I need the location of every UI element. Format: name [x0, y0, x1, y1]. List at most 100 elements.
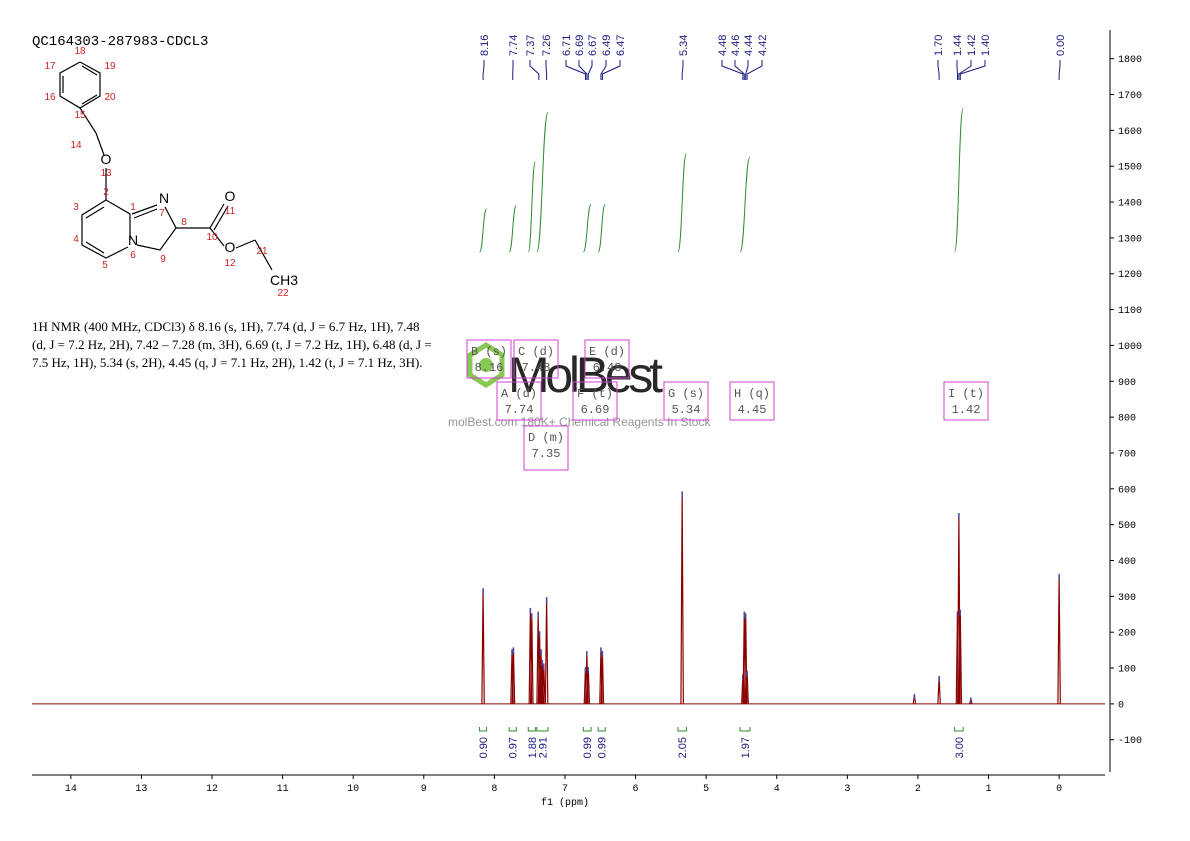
peak-label: 1.42 — [966, 35, 978, 56]
integral-curve — [508, 204, 517, 253]
peak — [1057, 574, 1061, 704]
atom-number: 10 — [206, 232, 218, 243]
peak-label-leader — [958, 60, 972, 80]
x-tick-label: 0 — [1056, 784, 1062, 795]
peak-label: 6.67 — [587, 35, 599, 56]
integral-bracket — [739, 727, 751, 732]
atom-number: 14 — [70, 140, 82, 151]
atom-number: 8 — [181, 217, 187, 228]
peak-label: 6.49 — [601, 35, 613, 56]
multiplet-box — [523, 425, 569, 471]
integral-label: 1.97 — [740, 737, 752, 758]
peak-label-leader — [721, 60, 744, 80]
peak-label: 1.70 — [933, 35, 945, 56]
multiplet-box — [663, 381, 709, 421]
peak-label: 6.71 — [561, 35, 573, 56]
integral-label: 0.99 — [597, 737, 609, 758]
y-tick-label: 1700 — [1118, 91, 1142, 102]
multiplet-box — [584, 339, 630, 379]
multiplet-shift: 8.16 — [475, 361, 504, 375]
multiplet-shift: 6.48 — [593, 361, 622, 375]
integral-curve — [597, 203, 606, 253]
peak-label-leader — [565, 60, 586, 80]
atom-number: 21 — [256, 246, 268, 257]
y-tick-label: 1500 — [1118, 163, 1142, 174]
multiplet-shift: 6.69 — [581, 403, 610, 417]
peak-label-leader — [746, 60, 763, 80]
peak-label-leader — [959, 60, 986, 80]
multiplet-shift: 1.42 — [952, 403, 981, 417]
multiplet-shift: 7.74 — [505, 403, 534, 417]
watermark-logo-dot — [479, 358, 493, 372]
peak-label: 7.26 — [541, 35, 553, 56]
y-tick-label: 200 — [1118, 629, 1136, 640]
multiplet-box — [729, 381, 775, 421]
peak-label: 7.74 — [508, 35, 520, 56]
atom-number: 1 — [130, 202, 136, 213]
y-tick-label: 500 — [1118, 521, 1136, 532]
multiplet-label: A (d) — [501, 387, 537, 401]
atom-label: O — [101, 151, 112, 167]
atom-number: 2 — [103, 187, 109, 198]
multiplet-label: G (s) — [668, 387, 704, 401]
peak-label: 4.42 — [757, 35, 769, 56]
x-tick-label: 4 — [774, 784, 780, 795]
integral-bracket — [954, 727, 964, 732]
y-tick-label: 300 — [1118, 593, 1136, 604]
y-tick-label: 1100 — [1118, 306, 1142, 317]
atom-number: 6 — [130, 250, 136, 261]
y-tick-label: 1600 — [1118, 127, 1142, 138]
integral-label: 2.91 — [537, 737, 549, 758]
watermark: MolBest molBest.com 180K+ Chemical Reage… — [448, 342, 711, 429]
atom-number: 22 — [277, 288, 289, 299]
integral-bracket — [536, 727, 549, 732]
x-tick-label: 11 — [277, 784, 289, 795]
peak — [544, 598, 549, 704]
atom-number: 9 — [160, 254, 166, 265]
integral-curve — [536, 111, 549, 253]
peak-label: 6.69 — [574, 35, 586, 56]
integral-bracket — [527, 727, 536, 732]
x-tick-label: 7 — [562, 784, 568, 795]
integral-bracket — [677, 727, 687, 732]
atom-label: CH3 — [270, 272, 298, 288]
y-tick-label: 800 — [1118, 414, 1136, 425]
integral-curve — [954, 107, 964, 253]
peak-label: 8.16 — [479, 35, 491, 56]
integral-label: 1.88 — [527, 737, 539, 758]
peak-label-leader — [1058, 60, 1061, 80]
x-tick-label: 13 — [135, 784, 147, 795]
atom-number: 5 — [102, 260, 108, 271]
atom-label: N — [128, 232, 138, 248]
atom-number: 11 — [225, 206, 236, 217]
y-tick-label: 900 — [1118, 378, 1136, 389]
atom-number: 12 — [224, 258, 236, 269]
watermark-tagline: molBest.com 180K+ Chemical Reagents In S… — [448, 415, 711, 429]
integral-bracket — [597, 727, 606, 732]
peak-label-leader — [734, 60, 745, 80]
atom-number: 16 — [44, 92, 56, 103]
multiplet-label: D (m) — [528, 431, 564, 445]
atom-number: 15 — [74, 110, 86, 121]
multiplet-label: I (t) — [948, 387, 984, 401]
chart-title: QC164303-287983-CDCL3 — [32, 34, 208, 50]
multiplet-label: H (q) — [734, 387, 770, 401]
atom-number: 3 — [73, 202, 79, 213]
watermark-brand: MolBest — [508, 347, 663, 403]
integral-curve — [479, 208, 488, 253]
peak-label-leader — [745, 60, 749, 80]
atom-number: 17 — [44, 61, 56, 72]
peak-label: 0.00 — [1055, 35, 1067, 56]
x-tick-label: 14 — [65, 784, 77, 795]
x-tick-label: 3 — [844, 784, 850, 795]
y-tick-label: 1800 — [1118, 55, 1142, 66]
peak-label-leader — [681, 60, 684, 80]
x-tick-label: 1 — [986, 784, 992, 795]
y-tick-label: -100 — [1118, 736, 1142, 747]
x-tick-label: 2 — [915, 784, 921, 795]
atom-number: 13 — [100, 168, 112, 179]
y-tick-label: 600 — [1118, 485, 1136, 496]
y-tick-label: 100 — [1118, 665, 1136, 676]
